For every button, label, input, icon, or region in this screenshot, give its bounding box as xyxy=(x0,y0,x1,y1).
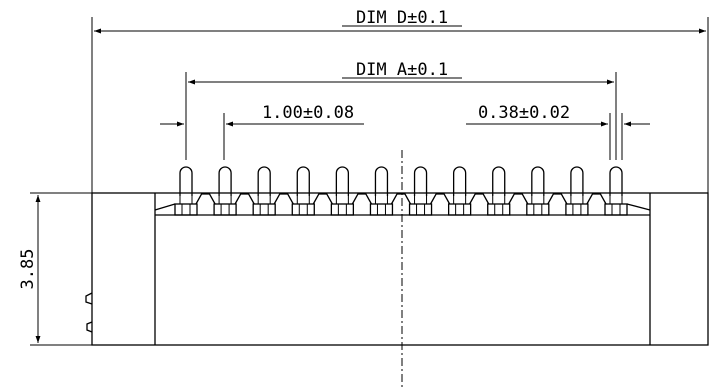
pin-width-label: 0.38±0.02 xyxy=(478,103,570,123)
housing-ridge xyxy=(547,193,568,205)
pin-row xyxy=(154,166,651,216)
height-dimension: 3.85 xyxy=(18,192,92,346)
housing-ridge xyxy=(195,193,216,205)
housing-ridge xyxy=(429,193,451,205)
housing-ridge xyxy=(508,193,529,205)
pin-width-dimension: 0.38±0.02 xyxy=(466,103,650,160)
side-latch-lower xyxy=(86,321,93,333)
pin xyxy=(330,166,355,216)
connector-body xyxy=(85,192,709,346)
dim-a-dimension: DIM A±0.1 xyxy=(185,60,617,160)
housing-ridge xyxy=(312,193,333,205)
pitch-label: 1.00±0.08 xyxy=(262,103,354,123)
pin xyxy=(213,166,237,216)
height-label: 3.85 xyxy=(18,249,38,290)
dim-d-dimension: DIM D±0.1 xyxy=(91,8,709,193)
pin xyxy=(408,166,433,216)
pin xyxy=(291,166,315,216)
pin xyxy=(565,166,589,216)
housing-ridge xyxy=(469,193,490,205)
housing-shoulder xyxy=(626,203,651,211)
housing-ridge xyxy=(234,193,255,205)
pitch-dimension: 1.00±0.08 xyxy=(160,103,364,160)
dim-a-label: DIM A±0.1 xyxy=(356,60,448,80)
dim-d-label: DIM D±0.1 xyxy=(356,8,448,28)
side-latch xyxy=(85,292,93,305)
pin xyxy=(526,166,550,216)
pin xyxy=(487,166,511,216)
pin xyxy=(604,166,628,216)
pin xyxy=(447,166,472,216)
housing-ridge xyxy=(273,193,294,205)
housing-ridge xyxy=(390,193,412,205)
pin xyxy=(252,166,276,216)
housing-ridge xyxy=(351,193,373,205)
pin xyxy=(369,166,394,216)
housing-shoulder xyxy=(154,203,176,211)
housing-ridge xyxy=(586,193,607,205)
pin xyxy=(174,166,198,216)
